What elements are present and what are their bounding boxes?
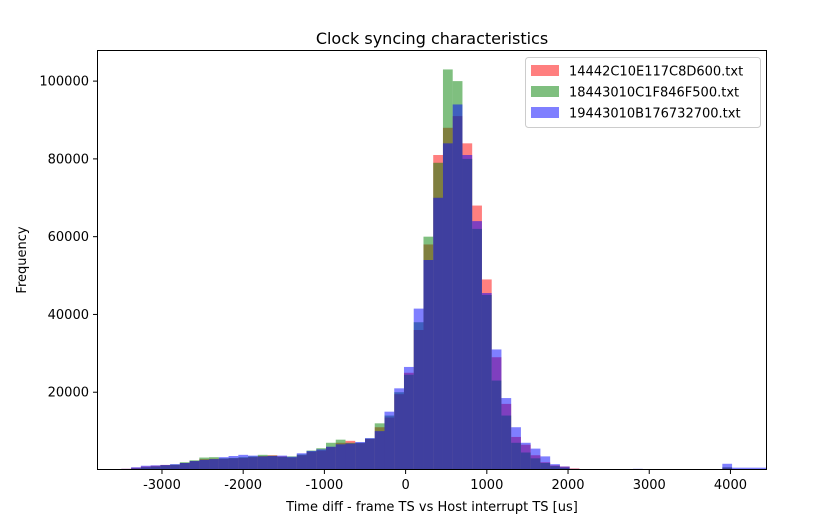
histogram-bars (121, 69, 767, 470)
legend: 14442C10E117C8D600.txt 18443010C1F846F500… (525, 57, 761, 128)
x-tick-label: -3000 (143, 478, 181, 493)
histogram-bar (433, 197, 443, 470)
histogram-bar (374, 431, 385, 470)
histogram-bar (209, 459, 219, 470)
y-tick-label: 20000 (48, 386, 89, 401)
series-3 (121, 104, 767, 470)
x-tick-label: 4000 (714, 478, 747, 493)
chart-title: Clock syncing characteristics (316, 29, 548, 48)
histogram-bar (559, 466, 570, 470)
x-tick-label: -1000 (306, 478, 344, 493)
histogram-bar (345, 443, 356, 470)
histogram-bar (550, 464, 560, 470)
plot-frame (97, 50, 767, 470)
x-tick-label: 0 (401, 478, 409, 493)
histogram-bar (248, 455, 258, 470)
histogram-bar (257, 456, 268, 470)
histogram-bar (218, 457, 229, 470)
histogram-bar (140, 465, 151, 470)
histogram-bar (170, 464, 180, 470)
histogram-bar (277, 455, 288, 470)
x-tick-label: 1000 (470, 478, 503, 493)
histogram-bar (228, 456, 239, 470)
histogram-bar (384, 411, 395, 470)
y-tick-label: 100000 (39, 75, 89, 90)
y-tick-label: 40000 (48, 308, 89, 323)
y-tick-label: 60000 (48, 230, 89, 245)
y-axis-label: Frequency (15, 226, 30, 293)
histogram-bar (491, 349, 502, 470)
histogram-bar (365, 438, 375, 470)
histogram-bar (530, 448, 541, 470)
histogram-bar (267, 456, 278, 470)
x-tick-label: 2000 (551, 478, 584, 493)
histogram-bar (238, 454, 249, 470)
histogram-bar (540, 456, 551, 470)
x-axis-ticks: -3000 -2000 -1000 0 1000 2000 3000 4000 (143, 470, 747, 493)
x-axis-label: Time diff - frame TS vs Host interrupt T… (285, 500, 578, 515)
histogram-bar (413, 308, 424, 470)
histogram-bar (472, 221, 482, 470)
histogram-bar (131, 467, 141, 470)
histogram-bar (199, 459, 210, 470)
histogram-bar (423, 260, 434, 470)
legend-swatch (531, 107, 559, 118)
histogram-bar (179, 463, 190, 470)
y-axis-ticks: 20000 40000 60000 80000 100000 (39, 75, 97, 401)
histogram-bar (732, 467, 767, 470)
histogram-bar (296, 453, 307, 470)
y-tick-label: 80000 (48, 152, 89, 167)
x-tick-label: -2000 (224, 478, 262, 493)
histogram-bar (326, 446, 336, 470)
histogram-bar (160, 464, 171, 470)
histogram-bar (442, 143, 453, 470)
histogram-bar (481, 293, 492, 470)
legend-label: 19443010B176732700.txt (569, 107, 741, 122)
histogram-bar (335, 444, 346, 470)
histogram-bar (403, 366, 414, 470)
histogram-bar (189, 461, 200, 470)
histogram-bar (511, 427, 521, 470)
histogram-bar (287, 456, 297, 470)
histogram-bar (150, 465, 161, 470)
legend-label: 14442C10E117C8D600.txt (569, 65, 743, 80)
x-tick-label: 3000 (633, 478, 666, 493)
histogram-bar (462, 155, 473, 470)
histogram-bar (722, 463, 733, 470)
legend-swatch (531, 65, 559, 76)
legend-swatch (531, 86, 559, 97)
histogram-bar (355, 442, 365, 470)
histogram-bar (316, 449, 327, 470)
legend-label: 18443010C1F846F500.txt (569, 86, 739, 101)
histogram-bar (306, 450, 317, 470)
legend-box (525, 57, 761, 128)
histogram-bar (501, 398, 512, 470)
histogram-bar (452, 104, 463, 470)
histogram-bar (394, 388, 404, 470)
histogram-bar (520, 442, 531, 470)
